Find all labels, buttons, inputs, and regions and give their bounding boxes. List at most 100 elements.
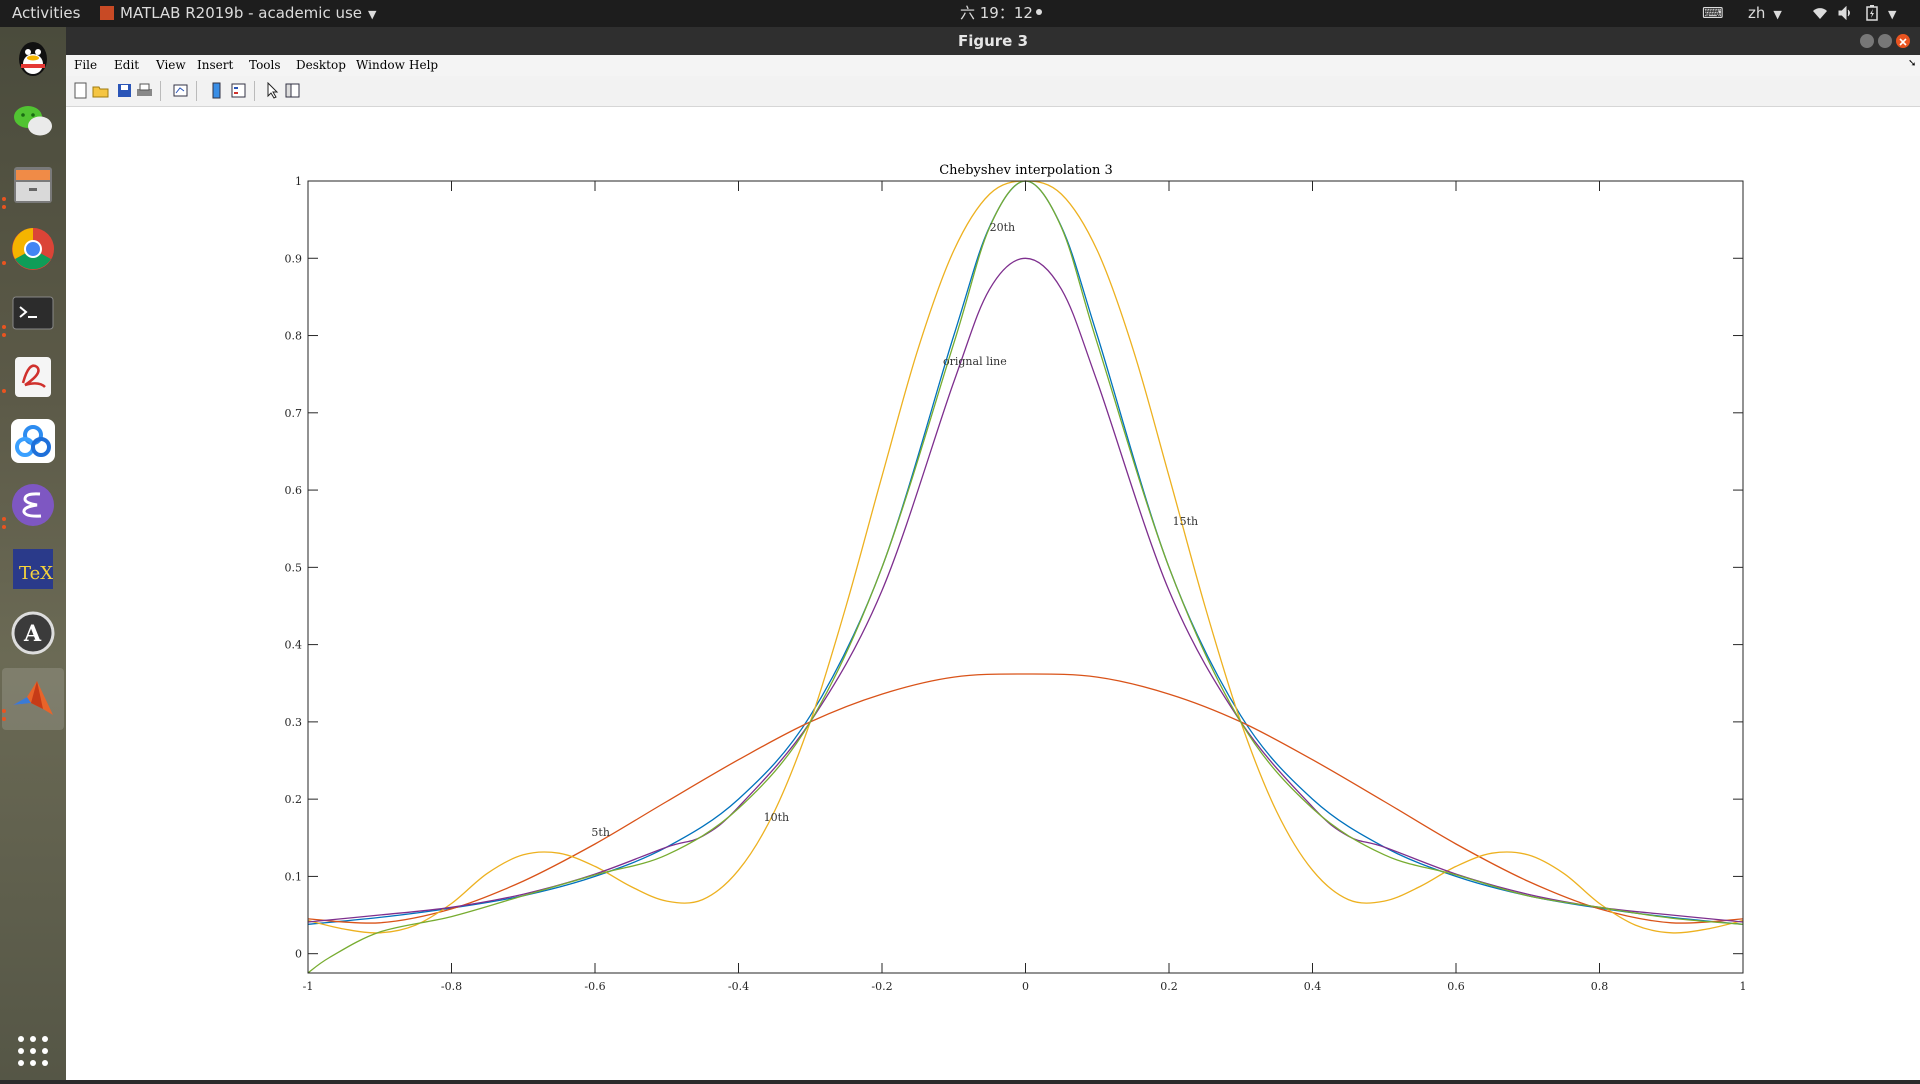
save-icon[interactable]	[116, 82, 133, 99]
menu-view[interactable]: View	[156, 58, 186, 72]
x-tick-label: 0.8	[1591, 980, 1609, 993]
terminal-icon[interactable]	[9, 289, 57, 337]
running-indicator	[2, 325, 6, 329]
x-tick-label: 0.2	[1160, 980, 1178, 993]
maximize-button[interactable]	[1878, 34, 1892, 48]
x-tick-label: -0.6	[584, 980, 605, 993]
running-indicator	[2, 389, 6, 393]
clock[interactable]: 六 19：12	[960, 0, 1042, 27]
y-tick-label: 0.5	[285, 561, 303, 574]
app-menu-label: MATLAB R2019b - academic use	[120, 4, 363, 22]
plot-axes: -1 -0.8 -0.6 -0.4 -0.2 0 0.2 0.4 0.6 0.8 1 0 0.1 0.2 0…	[285, 175, 1747, 993]
menu-file[interactable]: File	[74, 58, 98, 72]
y-tick-label: 0.7	[285, 407, 303, 420]
print-icon[interactable]	[136, 82, 153, 99]
svg-text:A: A	[23, 621, 42, 647]
menu-help[interactable]: Help	[409, 58, 439, 72]
x-tick-label: 1	[1740, 980, 1747, 993]
pdf-reader-icon[interactable]	[9, 353, 57, 401]
series-line-2	[307, 180, 1744, 934]
series-line-3	[307, 257, 1744, 923]
y-tick-label: 0.2	[285, 793, 303, 806]
wechat-icon[interactable]	[9, 97, 57, 145]
close-button[interactable]	[1896, 34, 1910, 48]
caret-down-icon: ▼	[1773, 8, 1782, 21]
activities-button[interactable]: Activities	[12, 4, 81, 22]
running-indicator	[2, 261, 6, 265]
menu-insert[interactable]: Insert	[197, 58, 234, 72]
x-tick-label: 0.4	[1304, 980, 1322, 993]
texstudio-icon[interactable]: TeX	[9, 545, 57, 593]
y-tick-label: 0.6	[285, 484, 303, 497]
series-line-4	[307, 180, 1744, 974]
svg-text:TeX: TeX	[19, 563, 53, 584]
matlab-small-icon	[100, 6, 114, 20]
notification-dot-icon	[1035, 9, 1042, 15]
y-tick-label: 1	[295, 175, 302, 188]
app-grid-icon[interactable]	[9, 1027, 57, 1075]
x-tick-label: -1	[303, 980, 314, 993]
window-titlebar[interactable]: Figure 3	[66, 27, 1920, 55]
running-indicator	[2, 197, 6, 201]
system-menu-caret-icon[interactable]: ▼	[1888, 8, 1897, 21]
wifi-icon[interactable]	[1812, 0, 1828, 27]
annotation-label-1: orignal line	[943, 355, 1007, 368]
x-tick-label: 0	[1022, 980, 1029, 993]
menu-bar: File Edit View Insert Tools Desktop Wind…	[66, 55, 1920, 76]
annotation-label-3: 10th	[764, 811, 790, 824]
series-line-1	[307, 673, 1744, 924]
running-indicator	[2, 709, 6, 713]
y-tick-label: 0	[295, 948, 302, 961]
keyboard-icon[interactable]: ⌨	[1702, 4, 1724, 22]
menu-tools[interactable]: Tools	[249, 58, 281, 72]
plot-lines	[307, 180, 1744, 974]
toolbar-separator	[160, 81, 161, 101]
property-editor-icon[interactable]	[284, 82, 301, 99]
annotation-label-0: 20th	[990, 221, 1016, 234]
running-indicator	[2, 717, 6, 721]
plot-annotations: 20th orignal line 15th 10th 5th	[591, 221, 1198, 839]
battery-icon[interactable]	[1866, 0, 1878, 27]
qq-icon[interactable]	[9, 33, 57, 81]
clock-label: 六 19：12	[960, 4, 1033, 22]
annotation-label-2: 15th	[1173, 515, 1199, 528]
baidu-netdisk-icon[interactable]	[9, 417, 57, 465]
series-line-0	[307, 180, 1744, 925]
figure-canvas[interactable]: Chebyshev interpolation 3 20th orignal li…	[66, 107, 1920, 1080]
legend-icon[interactable]	[230, 82, 247, 99]
link-plot-icon[interactable]	[172, 82, 189, 99]
running-indicator	[2, 525, 6, 529]
annotation-label-4: 5th	[591, 826, 610, 839]
software-updater-icon[interactable]: A	[9, 609, 57, 657]
minimize-button[interactable]	[1860, 34, 1874, 48]
y-tick-label: 0.8	[285, 330, 303, 343]
input-method-label: zh	[1748, 4, 1766, 22]
window-title: Figure 3	[957, 32, 1029, 50]
colorbar-icon[interactable]	[208, 82, 225, 99]
x-tick-label: -0.2	[871, 980, 892, 993]
emacs-icon[interactable]	[9, 481, 57, 529]
files-icon[interactable]	[9, 161, 57, 209]
chrome-icon[interactable]	[9, 225, 57, 273]
dock-arrow-icon[interactable]: ➘	[1908, 58, 1917, 69]
menu-desktop[interactable]: Desktop	[296, 58, 346, 72]
pointer-icon[interactable]	[264, 81, 281, 99]
toolbar-separator	[254, 81, 255, 101]
running-indicator	[2, 333, 6, 337]
y-tick-label: 0.1	[285, 870, 303, 883]
figure-toolbar	[66, 76, 1920, 107]
open-file-icon[interactable]	[92, 82, 109, 99]
app-menu[interactable]: MATLAB R2019b - academic use ▼	[100, 0, 376, 27]
input-method[interactable]: zh ▼	[1748, 0, 1782, 27]
chart-title: Chebyshev interpolation 3	[939, 163, 1113, 178]
menu-edit[interactable]: Edit	[114, 58, 140, 72]
dock: TeX A	[0, 27, 66, 1080]
x-tick-label: 0.6	[1447, 980, 1465, 993]
top-bar: Activities MATLAB R2019b - academic use ▼…	[0, 0, 1920, 27]
plot-svg[interactable]: Chebyshev interpolation 3 20th orignal li…	[66, 107, 1920, 1080]
volume-icon[interactable]	[1838, 0, 1854, 27]
menu-window[interactable]: Window	[356, 58, 405, 72]
new-figure-icon[interactable]	[72, 82, 89, 99]
y-tick-label: 0.3	[285, 716, 303, 729]
matlab-icon[interactable]	[9, 675, 57, 723]
